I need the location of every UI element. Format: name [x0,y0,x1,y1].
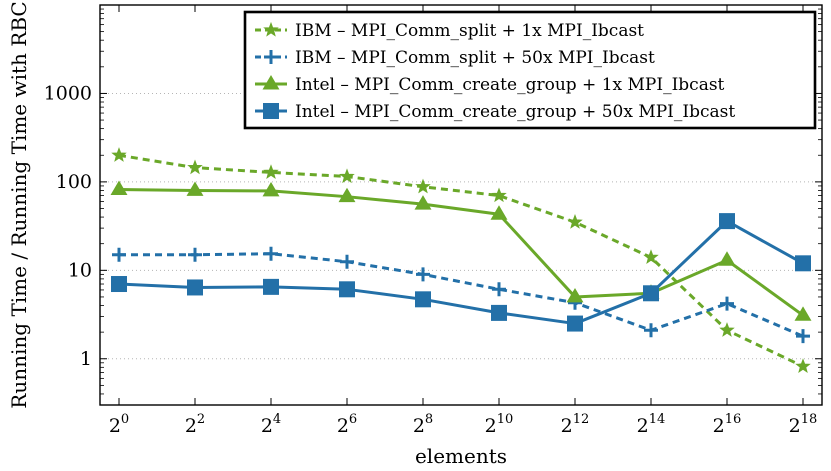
legend-entry: Intel – MPI_Comm_create_group + 1x MPI_I… [255,75,725,95]
y-tick-label: 100 [56,171,92,193]
plot-frame [99,4,823,406]
data-point-plus [264,246,278,261]
data-point-plus [796,329,810,344]
x-tick-label: 216 [713,412,742,437]
y-axis-title: Running Time / Running Time with RBC [7,1,31,408]
data-point-plus [340,254,354,269]
data-point-square [263,278,279,295]
data-point-triangle [110,180,128,195]
series-line [118,188,804,317]
data-point-star [339,168,355,184]
series-line [119,252,804,338]
data-point-plus [644,323,658,338]
series-line [118,153,804,368]
data-point-star [719,322,735,337]
data-point-star [567,214,583,229]
legend-entry: IBM – MPI_Comm_split + 1x MPI_Ibcast [255,21,644,41]
x-tick-label: 214 [637,412,666,437]
data-point-plus [416,267,430,282]
x-tick-label: 20 [109,412,129,437]
data-point-star [415,178,431,194]
series-2 [110,180,812,321]
data-point-plus [112,247,126,262]
data-point-square [567,315,583,332]
legend-box [243,10,817,130]
data-point-square [111,276,127,293]
data-point-star [263,164,279,179]
legend-marker-square [263,103,279,119]
data-point-triangle [566,287,584,303]
legend-label: Intel – MPI_Comm_create_group + 1x MPI_I… [295,75,725,95]
x-tick-label: 22 [185,412,205,437]
legend-entry: IBM – MPI_Comm_split + 50x MPI_Ibcast [255,48,655,68]
legend-entry: Intel – MPI_Comm_create_group + 50x MPI_… [255,102,735,122]
data-point-square [187,279,203,296]
data-point-plus [492,282,506,297]
legend-marker-plus [264,50,278,64]
x-tick-label: 24 [261,412,281,437]
x-axis-title: elements [415,444,507,468]
data-point-square [491,304,507,321]
x-tick-label: 26 [337,412,357,437]
y-tick-label: 10 [68,259,92,281]
series-0 [111,147,811,373]
data-point-plus [188,247,202,262]
x-tick-label: 28 [413,412,433,437]
data-point-star [795,358,811,373]
series-3 [111,213,811,332]
data-point-square [339,281,355,298]
legend-marker-triangle [262,75,280,90]
y-tick-label: 1 [80,348,92,370]
legend-label: IBM – MPI_Comm_split + 50x MPI_Ibcast [295,48,655,68]
data-point-triangle [186,181,204,196]
x-tick-label: 212 [561,412,590,437]
data-point-triangle [338,187,356,203]
data-point-triangle [794,306,812,321]
data-point-triangle [490,205,508,220]
y-tick-label: 1000 [44,82,92,104]
data-point-square [643,285,659,302]
series-group [110,147,812,373]
data-point-triangle [414,195,432,210]
data-point-star [111,147,127,162]
data-point-triangle [262,181,280,197]
x-tick-label: 210 [485,412,514,437]
data-point-square [719,213,735,230]
series-line [118,219,804,326]
data-point-star [491,187,507,203]
data-point-square [415,291,431,308]
data-point-star [643,249,659,264]
legend: IBM – MPI_Comm_split + 1x MPI_Ibcast IBM … [243,10,817,130]
data-point-star [187,159,203,175]
legend-label: Intel – MPI_Comm_create_group + 50x MPI_… [295,102,735,122]
data-point-triangle [718,251,736,266]
axis-ticks: 1 10 100 1000 20 22 24 26 28 210 212 214 216 218 [44,5,822,437]
legend-label: IBM – MPI_Comm_split + 1x MPI_Ibcast [295,21,644,41]
data-point-square [795,255,811,272]
data-point-plus [720,296,734,311]
series-1 [112,246,810,344]
x-tick-label: 218 [789,412,818,437]
grid [100,92,822,360]
legend-marker-star [263,21,279,37]
